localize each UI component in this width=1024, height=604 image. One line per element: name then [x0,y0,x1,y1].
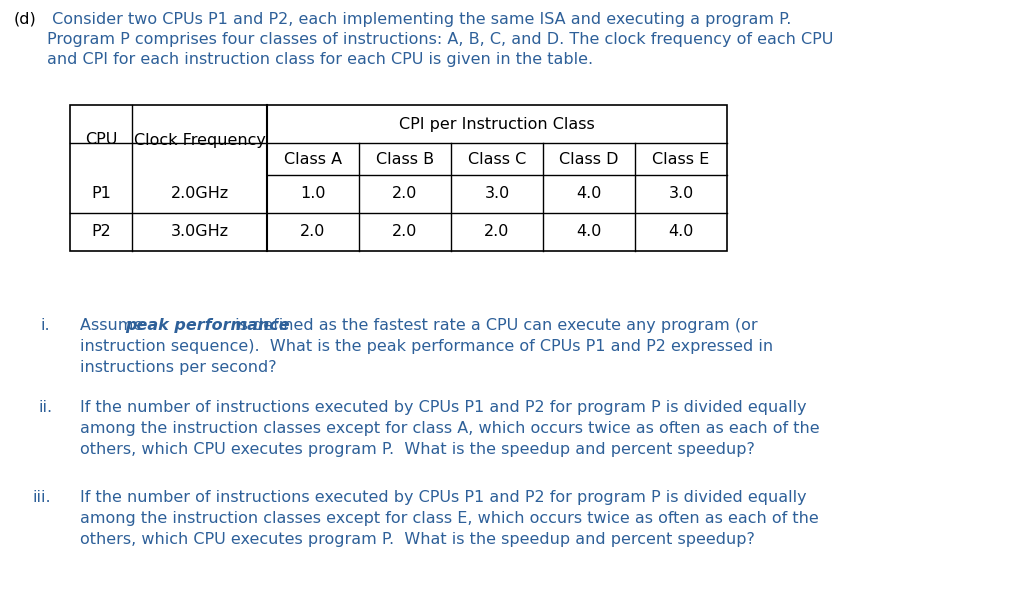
Text: (d): (d) [14,12,37,27]
Text: If the number of instructions executed by CPUs P1 and P2 for program P is divide: If the number of instructions executed b… [80,400,807,415]
Text: instruction sequence).  What is the peak performance of CPUs P1 and P2 expressed: instruction sequence). What is the peak … [80,339,773,354]
Text: 4.0: 4.0 [577,225,602,240]
Text: Class A: Class A [284,152,342,167]
Text: ii.: ii. [38,400,52,415]
Text: 2.0GHz: 2.0GHz [170,187,228,202]
Text: P2: P2 [91,225,111,240]
Text: 2.0: 2.0 [392,225,418,240]
Text: CPU: CPU [85,132,117,147]
Text: 2.0: 2.0 [484,225,510,240]
Text: 2.0: 2.0 [392,187,418,202]
Text: among the instruction classes except for class E, which occurs twice as often as: among the instruction classes except for… [80,511,819,526]
Text: peak performance: peak performance [126,318,290,333]
Bar [70,105,727,251]
Text: instructions per second?: instructions per second? [80,360,276,375]
Text: Assume: Assume [80,318,148,333]
Text: Class B: Class B [376,152,434,167]
Text: 3.0: 3.0 [669,187,693,202]
Text: among the instruction classes except for class A, which occurs twice as often as: among the instruction classes except for… [80,421,819,436]
Text: CPI per Instruction Class: CPI per Instruction Class [399,117,595,132]
Text: Class C: Class C [468,152,526,167]
Text: others, which CPU executes program P.  What is the speedup and percent speedup?: others, which CPU executes program P. Wh… [80,442,755,457]
Text: 3.0GHz: 3.0GHz [170,225,228,240]
Text: P1: P1 [91,187,111,202]
Text: Clock Frequency: Clock Frequency [133,132,265,147]
Text: 4.0: 4.0 [577,187,602,202]
Text: and CPI for each instruction class for each CPU is given in the table.: and CPI for each instruction class for e… [47,52,593,67]
Text: If the number of instructions executed by CPUs P1 and P2 for program P is divide: If the number of instructions executed b… [80,490,807,505]
Text: Class E: Class E [652,152,710,167]
Text: 2.0: 2.0 [300,225,326,240]
Text: 1.0: 1.0 [300,187,326,202]
Text: others, which CPU executes program P.  What is the speedup and percent speedup?: others, which CPU executes program P. Wh… [80,532,755,547]
Text: Class D: Class D [559,152,618,167]
Text: Consider two CPUs P1 and P2, each implementing the same ISA and executing a prog: Consider two CPUs P1 and P2, each implem… [47,12,792,27]
Text: is defined as the fastest rate a CPU can execute any program (or: is defined as the fastest rate a CPU can… [229,318,757,333]
Text: i.: i. [40,318,49,333]
Text: iii.: iii. [32,490,50,505]
Text: 3.0: 3.0 [484,187,510,202]
Text: Program P comprises four classes of instructions: A, B, C, and D. The clock freq: Program P comprises four classes of inst… [47,32,834,47]
Text: 4.0: 4.0 [669,225,693,240]
